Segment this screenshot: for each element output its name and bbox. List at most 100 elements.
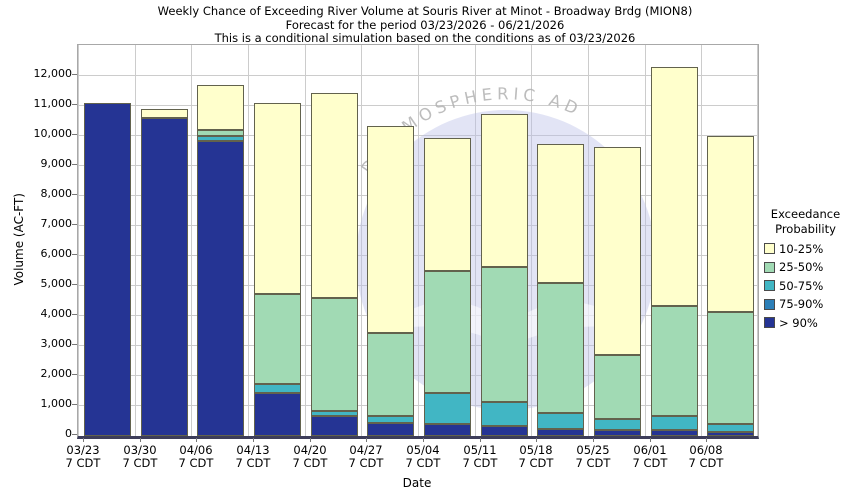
bar-segment [481, 266, 528, 402]
x-tick-time: 7 CDT [632, 456, 668, 470]
x-tick-date: 05/25 [576, 443, 610, 457]
x-tick-time: 7 CDT [65, 456, 101, 470]
y-tick-mark [72, 224, 77, 225]
bar-segment [197, 136, 244, 141]
y-tick-mark [72, 134, 77, 135]
y-tick-mark [72, 344, 77, 345]
bar-segment [651, 415, 698, 430]
x-tick-mark [593, 438, 594, 442]
legend-items: 10-25% 25-50% 50-75% 75-90% > 90% [761, 242, 850, 330]
legend: Exceedance Probability 10-25% 25-50% 50-75… [761, 207, 850, 330]
x-tick-label: 03/23 7 CDT [48, 444, 118, 470]
x-tick-time: 7 CDT [462, 456, 498, 470]
x-gridline [475, 45, 476, 436]
bar-segment [424, 137, 471, 271]
x-tick-time: 7 CDT [405, 456, 441, 470]
y-tick-label: 1,000 [40, 397, 73, 410]
legend-title: Exceedance Probability [770, 207, 841, 236]
y-tick-mark [72, 284, 77, 285]
x-tick-date: 05/18 [519, 443, 553, 457]
x-tick-mark [310, 438, 311, 442]
legend-label: 10-25% [779, 241, 824, 256]
bar-segment [367, 423, 414, 436]
legend-swatch->90 [764, 317, 775, 328]
bar-segment [424, 424, 471, 436]
bar-segment [254, 383, 301, 393]
y-tick-label: 11,000 [33, 97, 73, 110]
bar-segment [141, 109, 188, 118]
bar-segment [707, 311, 754, 424]
bar-segment [367, 125, 414, 333]
plot-area: D ATMOSPHERIC AD [77, 44, 759, 439]
x-tick-label: 05/18 7 CDT [501, 444, 571, 470]
x-tick-time: 7 CDT [178, 456, 214, 470]
x-tick-mark [196, 438, 197, 442]
chart-title: Weekly Chance of Exceeding River Volume … [157, 4, 693, 18]
y-tick-label: 7,000 [40, 217, 73, 230]
x-gridline [248, 45, 249, 436]
x-tick-time: 7 CDT [575, 456, 611, 470]
x-tick-time: 7 CDT [688, 456, 724, 470]
x-tick-label: 05/04 7 CDT [388, 444, 458, 470]
x-tick-date: 04/20 [293, 443, 327, 457]
x-gridline [361, 45, 362, 436]
x-tick-mark [423, 438, 424, 442]
x-tick-date: 04/06 [179, 443, 213, 457]
legend-swatch-7590 [764, 298, 775, 310]
x-tick-label: 04/06 7 CDT [161, 444, 231, 470]
bar-segment [424, 271, 471, 393]
x-tick-date: 05/04 [406, 443, 440, 457]
bar-segment [481, 426, 528, 436]
legend-swatch-2550 [764, 261, 775, 273]
bar-segment [594, 355, 641, 419]
bar-segment [367, 332, 414, 416]
x-tick-date: 05/11 [463, 443, 497, 457]
x-tick-label: 06/08 7 CDT [671, 444, 741, 470]
x-tick-time: 7 CDT [235, 456, 271, 470]
bar-segment [651, 430, 698, 436]
bar-segment [367, 415, 414, 424]
bar-segment [594, 430, 641, 436]
y-tick-mark [72, 434, 77, 435]
bar-segment [254, 392, 301, 436]
x-tick-date: 06/08 [689, 443, 723, 457]
bar-segment [537, 413, 584, 430]
bar-segment [141, 118, 188, 436]
x-tick-date: 03/30 [123, 443, 157, 457]
bar-segment [481, 113, 528, 267]
x-gridline [191, 45, 192, 436]
x-gridline [645, 45, 646, 436]
bar-segment [424, 392, 471, 424]
x-tick-time: 7 CDT [292, 456, 328, 470]
bar-segment [594, 146, 641, 355]
legend-item: 10-25% [761, 242, 850, 256]
x-tick-time: 7 CDT [122, 456, 158, 470]
x-tick-date: 03/23 [66, 443, 100, 457]
bar-segment [537, 143, 584, 283]
x-gridline [78, 45, 79, 436]
bar-segment [707, 432, 754, 436]
x-tick-mark [366, 438, 367, 442]
y-tick-mark [72, 164, 77, 165]
y-tick-label: 5,000 [40, 277, 73, 290]
legend-label: 25-50% [779, 260, 824, 274]
x-tick-time: 7 CDT [518, 456, 554, 470]
legend-label: 50-75% [779, 278, 824, 293]
y-tick-mark [72, 404, 77, 405]
bar-segment [537, 429, 584, 436]
x-tick-mark [140, 438, 141, 442]
x-tick-mark [536, 438, 537, 442]
x-tick-label: 05/25 7 CDT [558, 444, 628, 470]
bar-segment [311, 298, 358, 412]
bar-segment [197, 140, 244, 436]
legend-label: > 90% [779, 315, 818, 330]
y-tick-label: 3,000 [40, 337, 73, 350]
x-tick-mark [83, 438, 84, 442]
legend-item: 25-50% [761, 260, 850, 274]
bar-segment [197, 85, 244, 130]
x-tick-date: 04/13 [236, 443, 270, 457]
bar-segment [197, 130, 244, 136]
chart-title-block: Weekly Chance of Exceeding River Volume … [0, 4, 850, 46]
x-tick-label: 06/01 7 CDT [615, 444, 685, 470]
legend-label: 75-90% [779, 297, 824, 311]
